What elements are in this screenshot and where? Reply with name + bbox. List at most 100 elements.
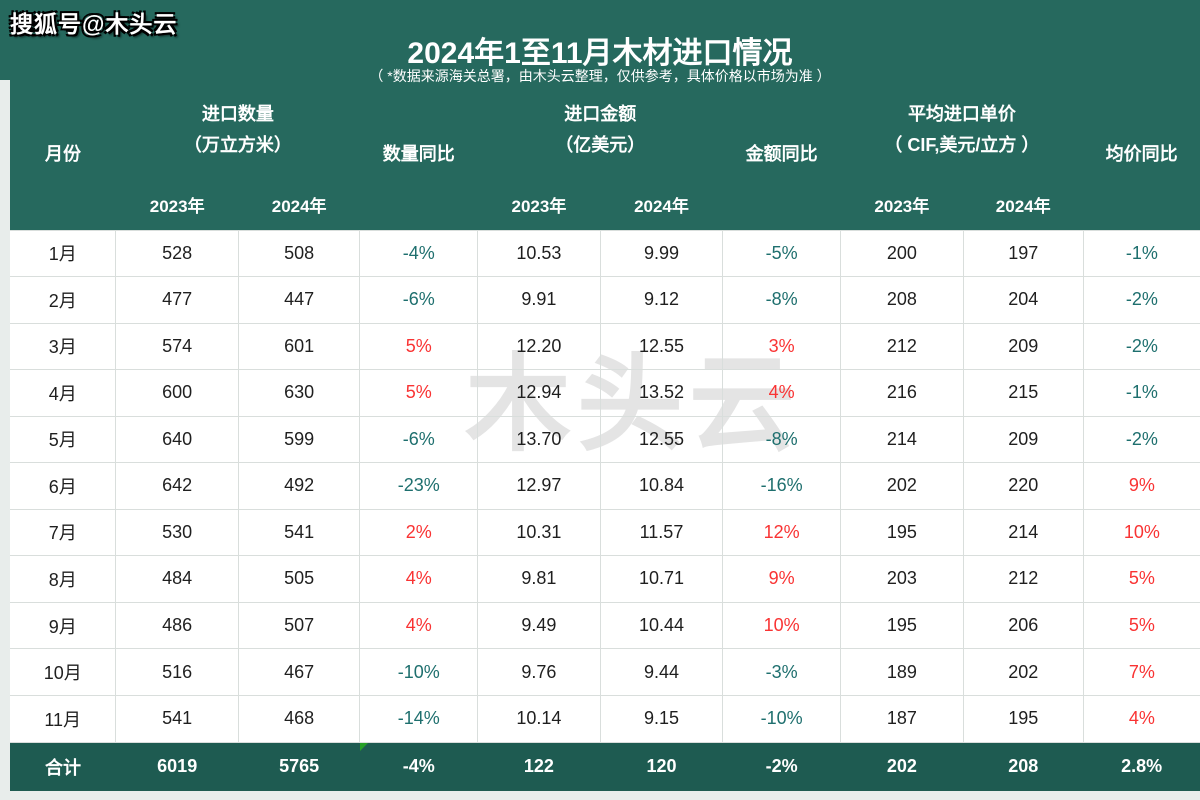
yoy-cell: 4% — [1082, 694, 1200, 743]
value-cell: 486 — [115, 601, 239, 650]
year-header-amount-2023: 2023年 — [477, 180, 601, 230]
total-value-cell: 122 — [477, 742, 601, 791]
table-row: 7月 530 541 2% 10.31 11.57 12% 195 214 10% — [10, 508, 1200, 557]
value-cell: 530 — [115, 508, 239, 557]
value-cell: 9.44 — [599, 648, 724, 696]
col-header-quantity-yoy: 数量同比 — [359, 80, 478, 230]
yoy-cell: 10% — [1082, 508, 1200, 557]
yoy-cell: -3% — [722, 648, 842, 696]
month-cell: 7月 — [10, 508, 117, 557]
value-cell: 214 — [962, 508, 1084, 557]
month-cell: 8月 — [10, 555, 117, 603]
yoy-cell: -6% — [359, 276, 479, 324]
value-cell: 215 — [962, 369, 1084, 417]
total-row: 合计 6019 5765 -4% 122 120 -2% 202 208 2.8% — [10, 742, 1200, 791]
yoy-cell: -14% — [359, 694, 479, 743]
value-cell: 209 — [962, 415, 1084, 464]
col-header-amount: 进口金额 （亿美元） — [477, 80, 723, 180]
value-cell: 197 — [962, 229, 1084, 278]
table-row: 4月 600 630 5% 12.94 13.52 4% 216 215 -1% — [10, 369, 1200, 417]
col-header-quantity: 进口数量 （万立方米） — [115, 80, 360, 180]
yoy-cell: -1% — [1082, 369, 1200, 417]
total-value-cell: -2% — [722, 742, 841, 791]
brand-label: 搜狐号@木头云 — [10, 11, 178, 37]
value-cell: 574 — [115, 322, 239, 371]
col-header-amount-yoy: 金额同比 — [722, 80, 841, 230]
import-table-container: 木头云 月份 进口数量 （万立方米） 数量同比 进口金额 （亿美元） 金额同比 … — [10, 80, 1200, 791]
value-cell: 212 — [962, 555, 1084, 603]
value-cell: 202 — [840, 462, 964, 510]
year-header-quantity-2024: 2024年 — [238, 180, 360, 230]
value-cell: 516 — [115, 648, 239, 696]
value-cell: 9.12 — [599, 276, 724, 324]
value-cell: 528 — [115, 229, 239, 278]
yoy-cell: -6% — [359, 415, 479, 464]
yoy-cell: 4% — [359, 601, 479, 650]
value-cell: 10.44 — [599, 601, 724, 650]
value-cell: 195 — [962, 694, 1084, 743]
month-cell: 4月 — [10, 369, 117, 417]
value-cell: 599 — [237, 415, 361, 464]
value-cell: 195 — [840, 508, 964, 557]
yoy-cell: -2% — [1082, 415, 1200, 464]
value-cell: 492 — [237, 462, 361, 510]
value-cell: 468 — [237, 694, 361, 743]
value-cell: 12.20 — [477, 322, 601, 371]
value-cell: 216 — [840, 369, 964, 417]
col-header-price-yoy: 均价同比 — [1083, 80, 1200, 230]
yoy-cell: 5% — [1082, 601, 1200, 650]
value-cell: 10.53 — [477, 229, 601, 278]
table-body: 1月 528 508 -4% 10.53 9.99 -5% 200 197 -1% 2月 477 447… — [10, 229, 1200, 743]
cell-flag-triangle-icon — [359, 742, 368, 751]
value-cell: 508 — [237, 229, 361, 278]
value-cell: 505 — [237, 555, 361, 603]
total-value-cell: 5765 — [238, 742, 360, 791]
value-cell: 484 — [115, 555, 239, 603]
table-header: 月份 进口数量 （万立方米） 数量同比 进口金额 （亿美元） 金额同比 平均进口… — [10, 80, 1200, 230]
table-row: 10月 516 467 -10% 9.76 9.44 -3% 189 202 7% — [10, 648, 1200, 696]
yoy-cell: 4% — [359, 555, 479, 603]
year-header-amount-2024: 2024年 — [600, 180, 723, 230]
value-cell: 630 — [237, 369, 361, 417]
yoy-cell: -2% — [1082, 276, 1200, 324]
yoy-cell: -5% — [722, 229, 842, 278]
value-cell: 10.71 — [599, 555, 724, 603]
yoy-cell: -1% — [1082, 229, 1200, 278]
year-header-row: 2023年 2024年 2023年 2024年 2023年 2024年 — [10, 180, 1200, 230]
value-cell: 477 — [115, 276, 239, 324]
value-cell: 12.94 — [477, 369, 601, 417]
yoy-cell: -23% — [359, 462, 479, 510]
import-table: 月份 进口数量 （万立方米） 数量同比 进口金额 （亿美元） 金额同比 平均进口… — [10, 80, 1200, 791]
table-row: 1月 528 508 -4% 10.53 9.99 -5% 200 197 -1% — [10, 229, 1200, 278]
year-header-price-2023: 2023年 — [840, 180, 964, 230]
year-header-quantity-2023: 2023年 — [115, 180, 239, 230]
yoy-cell: -8% — [722, 276, 842, 324]
year-header-price-2024: 2024年 — [963, 180, 1084, 230]
value-cell: 13.52 — [599, 369, 724, 417]
yoy-cell: 5% — [359, 369, 479, 417]
month-cell: 5月 — [10, 415, 117, 464]
value-cell: 541 — [115, 694, 239, 743]
yoy-cell: 9% — [1082, 462, 1200, 510]
yoy-cell: 12% — [722, 508, 842, 557]
value-cell: 9.76 — [477, 648, 601, 696]
table-row: 2月 477 447 -6% 9.91 9.12 -8% 208 204 -2% — [10, 276, 1200, 324]
yoy-cell: -10% — [359, 648, 479, 696]
page-title: 2024年1至11月木材进口情况 — [407, 37, 793, 70]
col-header-month: 月份 — [10, 80, 116, 230]
table-footer: 合计 6019 5765 -4% 122 120 -2% 202 208 2.8% — [10, 742, 1200, 791]
month-cell: 1月 — [10, 229, 117, 278]
total-value-cell: 208 — [963, 742, 1084, 791]
total-value-cell: 120 — [600, 742, 723, 791]
value-cell: 10.84 — [599, 462, 724, 510]
value-cell: 204 — [962, 276, 1084, 324]
yoy-cell: 4% — [722, 369, 842, 417]
col-header-price: 平均进口单价 （ CIF,美元/立方 ） — [840, 80, 1084, 180]
value-cell: 187 — [840, 694, 964, 743]
table-row: 8月 484 505 4% 9.81 10.71 9% 203 212 5% — [10, 555, 1200, 603]
table-row: 9月 486 507 4% 9.49 10.44 10% 195 206 5% — [10, 601, 1200, 650]
header-banner: 搜狐号@木头云 2024年1至11月木材进口情况 （ *数据来源海关总署，由木头… — [0, 0, 1200, 84]
value-cell: 640 — [115, 415, 239, 464]
month-cell: 11月 — [10, 694, 117, 743]
month-cell: 6月 — [10, 462, 117, 510]
